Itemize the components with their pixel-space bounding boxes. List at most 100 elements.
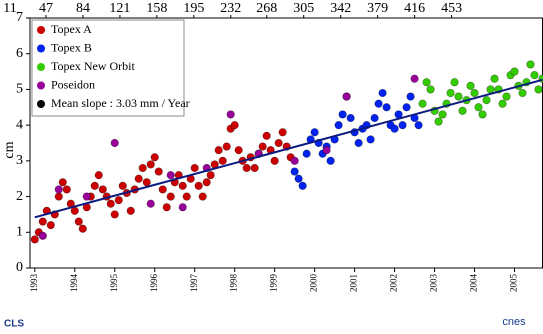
point bbox=[98, 185, 107, 194]
legend-label: Topex A bbox=[51, 22, 92, 36]
point bbox=[150, 153, 159, 162]
point bbox=[218, 156, 227, 165]
point bbox=[290, 156, 299, 165]
point bbox=[346, 113, 355, 123]
x2-tick-label: 453 bbox=[441, 1, 462, 16]
legend-label: Poseidon bbox=[51, 77, 95, 91]
point bbox=[354, 138, 363, 148]
point bbox=[118, 181, 127, 190]
legend-marker bbox=[37, 100, 45, 108]
point bbox=[230, 121, 239, 130]
legend-marker bbox=[37, 81, 45, 90]
point bbox=[134, 174, 143, 183]
x-tick-label: 2002 bbox=[389, 274, 399, 292]
y-tick-label: 7 bbox=[16, 10, 23, 25]
point bbox=[410, 74, 419, 83]
x-tick-label: 2004 bbox=[469, 274, 479, 293]
x-tick-label: 2003 bbox=[429, 274, 439, 293]
x-tick-label: 1999 bbox=[269, 274, 279, 293]
legend-label: Topex New Orbit bbox=[51, 59, 135, 73]
point bbox=[406, 92, 415, 101]
logo-right: cnes bbox=[502, 316, 526, 328]
point bbox=[198, 192, 207, 201]
point bbox=[326, 156, 335, 165]
y-tick-label: 1 bbox=[16, 225, 23, 240]
y-tick-label: 2 bbox=[16, 189, 23, 204]
point bbox=[250, 163, 259, 173]
y-axis-label: cm bbox=[2, 141, 17, 158]
point bbox=[298, 181, 307, 190]
point bbox=[58, 178, 67, 187]
point bbox=[54, 192, 63, 201]
point bbox=[382, 103, 391, 112]
point bbox=[426, 85, 435, 94]
x2-tick-label: 195 bbox=[183, 1, 204, 16]
point bbox=[518, 88, 527, 98]
point bbox=[38, 231, 47, 240]
point bbox=[194, 181, 203, 190]
x-tick-label: 1994 bbox=[69, 274, 79, 293]
point bbox=[450, 78, 459, 87]
logo-left: CLS bbox=[4, 319, 24, 330]
point bbox=[146, 199, 155, 208]
point bbox=[178, 181, 187, 190]
x2-tick-label: 379 bbox=[367, 1, 388, 16]
point bbox=[106, 199, 115, 208]
point bbox=[78, 224, 87, 233]
point bbox=[90, 181, 99, 190]
x2-tick-label: 47 bbox=[39, 1, 53, 16]
x-tick-label: 2005 bbox=[509, 274, 519, 293]
point bbox=[190, 163, 199, 173]
point bbox=[270, 156, 279, 165]
x2-tick-label: 11 bbox=[3, 1, 16, 16]
y-tick-label: 5 bbox=[16, 82, 23, 97]
point bbox=[126, 206, 135, 215]
point bbox=[470, 88, 479, 98]
x-tick-label: 2001 bbox=[349, 274, 359, 292]
point bbox=[154, 167, 163, 176]
point bbox=[302, 149, 311, 158]
x-tick-label: 1993 bbox=[29, 274, 39, 293]
point bbox=[526, 60, 535, 69]
x-tick-label: 1996 bbox=[149, 274, 159, 293]
point bbox=[166, 192, 175, 201]
point bbox=[310, 128, 319, 137]
point bbox=[502, 92, 511, 101]
point bbox=[262, 131, 271, 140]
point bbox=[486, 85, 495, 94]
point bbox=[166, 171, 175, 180]
x-tick-label: 1998 bbox=[229, 274, 239, 293]
point bbox=[398, 121, 407, 130]
point bbox=[402, 103, 411, 112]
point bbox=[530, 71, 539, 80]
point bbox=[94, 171, 103, 180]
point bbox=[222, 142, 231, 151]
point bbox=[138, 163, 147, 173]
trend-line bbox=[34, 78, 543, 219]
point bbox=[338, 110, 347, 119]
point bbox=[322, 146, 331, 155]
x-tick-label: 2000 bbox=[309, 274, 319, 293]
annotation: Mean slope : 3.03 mm / Year bbox=[51, 96, 190, 110]
point bbox=[466, 81, 475, 90]
x2-tick-label: 84 bbox=[76, 1, 90, 16]
point bbox=[178, 203, 187, 212]
point bbox=[182, 192, 191, 201]
point bbox=[422, 78, 431, 87]
x2-tick-label: 305 bbox=[293, 1, 314, 16]
point bbox=[278, 128, 287, 137]
x2-tick-label: 158 bbox=[146, 1, 167, 16]
x2-tick-label: 416 bbox=[404, 1, 425, 16]
point bbox=[54, 185, 63, 194]
point bbox=[498, 99, 507, 108]
point bbox=[482, 96, 491, 105]
point bbox=[510, 67, 519, 76]
point bbox=[258, 142, 267, 151]
point bbox=[446, 88, 455, 98]
point bbox=[534, 85, 543, 94]
point bbox=[474, 103, 483, 112]
point bbox=[334, 121, 343, 130]
point bbox=[206, 171, 215, 180]
point bbox=[478, 110, 487, 119]
